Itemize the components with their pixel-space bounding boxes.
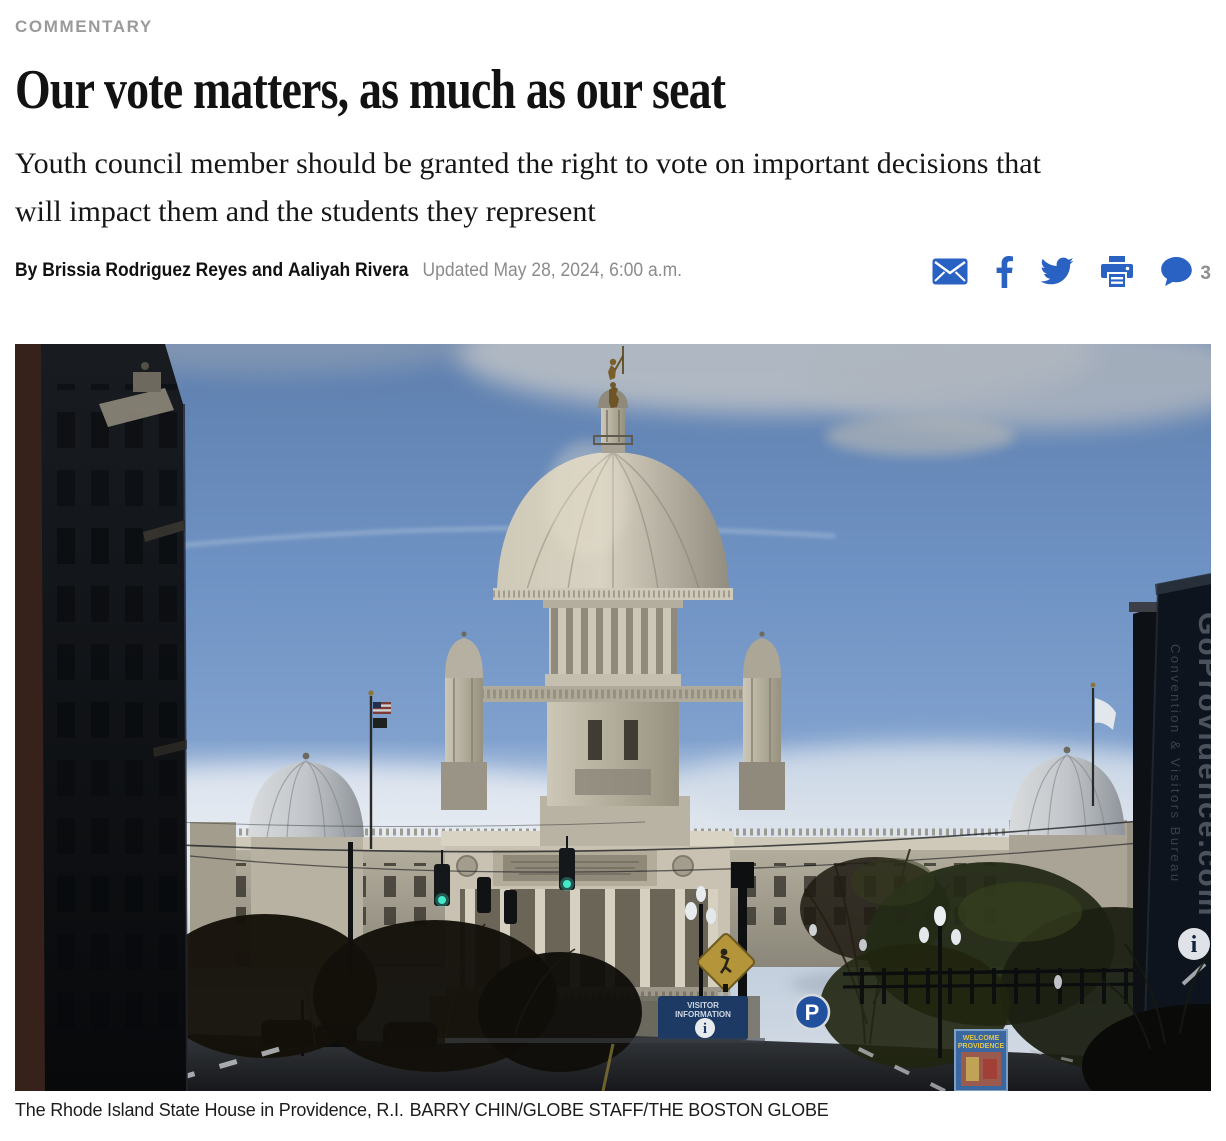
poster-line2: PROVIDENCE [958, 1043, 1005, 1050]
byline-prefix: By [15, 260, 38, 281]
byline-row: By Brissia Rodriguez Reyes and Aaliyah R… [15, 252, 1211, 290]
print-button[interactable] [1101, 255, 1134, 287]
share-twitter-button[interactable] [1040, 257, 1075, 286]
subheadline: Youth council member should be granted t… [15, 140, 1211, 236]
share-facebook-button[interactable] [995, 255, 1014, 288]
visitor-sign-text: VISITOR [687, 1001, 719, 1010]
comment-bubble-icon [1161, 256, 1193, 286]
banner-subtitle-text: Convention & Visitors Bureau [1168, 644, 1183, 884]
author-link-1[interactable]: Brissia Rodriguez Reyes [42, 260, 248, 281]
caption-text: The Rhode Island State House in Providen… [15, 1100, 404, 1120]
banner-title-text: GoProvidence.com [1192, 612, 1211, 917]
updated-timestamp: Updated May 28, 2024, 6:00 a.m. [422, 260, 682, 281]
poster-line1: WELCOME [963, 1035, 1000, 1042]
comment-count: 3 [1200, 263, 1211, 284]
byline-joiner: and [252, 260, 284, 281]
road-markings [134, 1038, 1136, 1091]
printer-icon [1101, 255, 1134, 287]
right-banner-building: GoProvidence.com Convention & Visitors B… [1129, 573, 1211, 1091]
photo-caption: The Rhode Island State House in Providen… [15, 1099, 1211, 1121]
photo-credit: BARRY CHIN/GLOBE STAFF/THE BOSTON GLOBE [409, 1100, 829, 1120]
subheadline-line: will impact them and the students they r… [15, 195, 596, 228]
share-toolbar: 3 [932, 255, 1211, 288]
left-building [15, 344, 188, 1091]
article-figure: VISITOR INFORMATION i P [15, 344, 1211, 1121]
white-flag [1090, 682, 1116, 806]
tower-turrets [441, 631, 785, 810]
facebook-icon [997, 255, 1014, 288]
lantern-and-statue [593, 346, 633, 453]
banner-info-i-glyph: i [1191, 932, 1198, 958]
byline: By Brissia Rodriguez Reyes and Aaliyah R… [15, 260, 682, 282]
visitor-info-i-glyph: i [703, 1021, 707, 1037]
street-signs: VISITOR INFORMATION i P [658, 932, 831, 1040]
visitor-sign-text: INFORMATION [675, 1010, 731, 1019]
article-photo: VISITOR INFORMATION i P [15, 344, 1211, 1091]
email-icon [932, 258, 968, 284]
subheadline-line: Youth council member should be granted t… [15, 147, 1041, 180]
share-email-button[interactable] [932, 258, 968, 285]
foreground-tree-right [1082, 943, 1211, 1091]
fence-railing [842, 968, 1151, 1004]
parking-sign-p: P [805, 1000, 820, 1025]
comments-button[interactable]: 3 [1160, 256, 1211, 287]
us-flag [368, 690, 391, 849]
author-link-2[interactable]: Aaliyah Rivera [287, 260, 409, 281]
welcome-poster: WELCOME PROVIDENCE [954, 1029, 1008, 1091]
page-title: Our vote matters, as much as our seat [15, 59, 726, 121]
twitter-icon [1040, 257, 1075, 284]
kicker: COMMENTARY [15, 17, 153, 36]
